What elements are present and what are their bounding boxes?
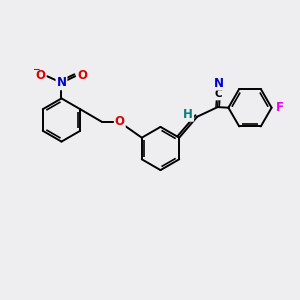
Text: −: − — [32, 65, 40, 74]
Text: O: O — [35, 69, 46, 82]
Text: O: O — [115, 115, 125, 128]
Text: N: N — [56, 76, 67, 89]
Text: C: C — [215, 89, 223, 100]
Text: O: O — [77, 69, 87, 82]
Text: H: H — [183, 108, 193, 121]
Text: F: F — [276, 101, 284, 114]
Text: N: N — [214, 76, 224, 90]
